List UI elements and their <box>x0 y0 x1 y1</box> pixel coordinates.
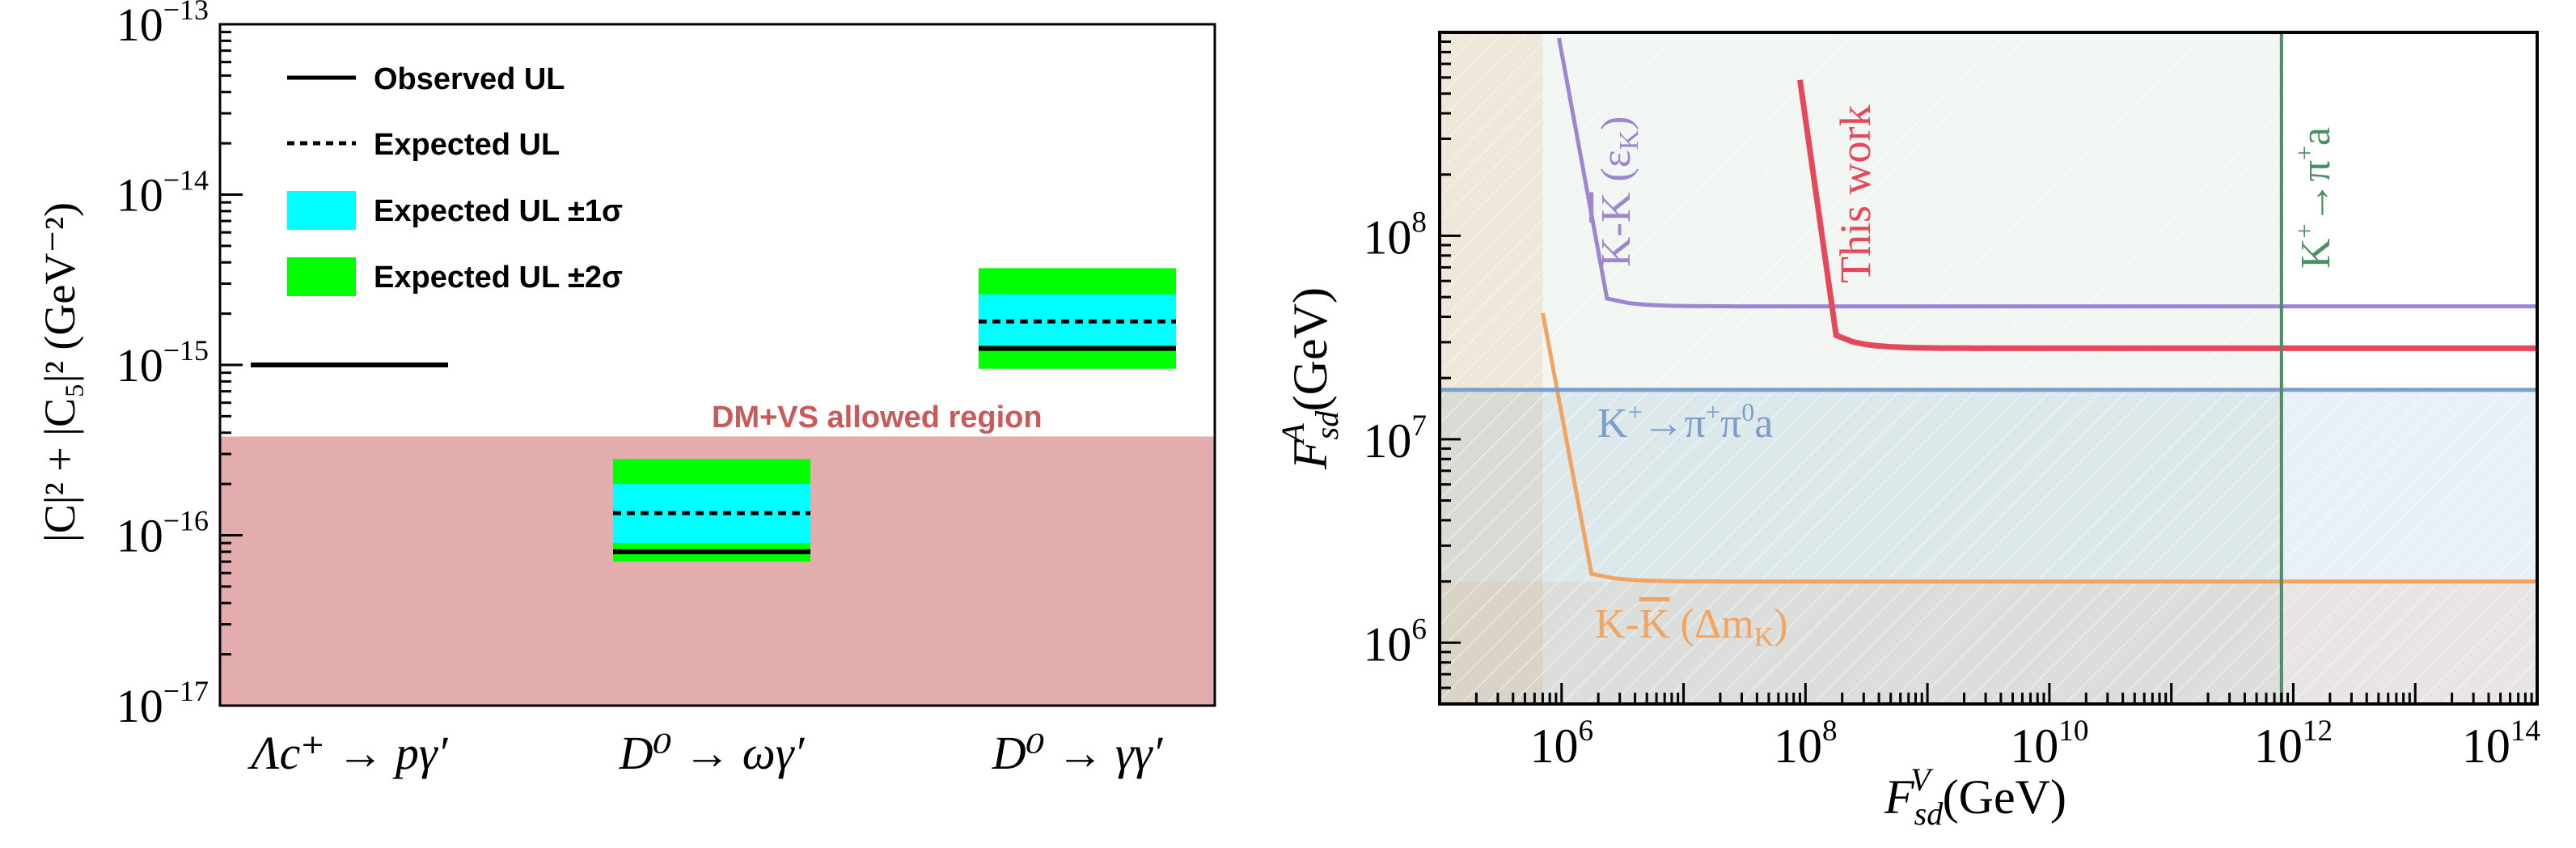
legend-band1-swatch <box>287 191 356 230</box>
left-chart: 10−13 10−14 10−15 10−16 10−17 DM+VS allowed … <box>36 0 1216 779</box>
right-x-axis-label: FsdV (GeV) <box>1884 761 2066 832</box>
right-x-tick-label: 1010 <box>2010 714 2088 773</box>
left-plot-border <box>218 23 1216 707</box>
category-label-d0-gamma: D⁰ → γγ′ <box>992 727 1164 779</box>
category-label-d0-omega: D⁰ → ωγ′ <box>619 727 806 779</box>
left-y-tick-label: 10−17 <box>116 675 209 732</box>
right-chart: 106 108 1010 1012 1014 106 107 108 K-K (εK) Thi… <box>1275 31 2541 832</box>
dmk-label: K-K (ΔmK) <box>1595 601 1788 652</box>
right-y-tick-label: 106 <box>1363 613 1427 671</box>
this-work-curve <box>1797 79 2537 351</box>
left-y-tick-label: 10−13 <box>116 0 209 51</box>
right-x-tick-label: 1014 <box>2462 714 2541 773</box>
this-work-label: This work <box>1831 105 1880 283</box>
k-pi-pi0-a-label: K+→π+π0a <box>1597 397 1773 447</box>
hatch-overlay <box>1440 32 2537 704</box>
right-x-tick-label: 106 <box>1529 714 1593 773</box>
legend-band1-label: Expected UL ±1σ <box>374 194 623 228</box>
right-y-tick-label: 107 <box>1363 409 1427 468</box>
left-y-axis-label: |C|² + |C₅|² (GeV⁻²) <box>36 202 84 542</box>
category-label-lambdac: Λc⁺ → pγ′ <box>247 727 449 779</box>
right-y-axis-label: FsdA (GeV) <box>1275 287 1345 470</box>
legend-band2-label: Expected UL ±2σ <box>374 261 623 295</box>
allowed-region-label: DM+VS allowed region <box>712 401 1043 435</box>
left-y-tick-label: 10−15 <box>116 334 209 392</box>
right-x-tick-label: 1012 <box>2254 714 2333 773</box>
right-y-tick-label: 108 <box>1363 206 1427 264</box>
left-data-marks <box>251 268 1176 562</box>
k-pi-a-label: K+→π+a <box>2290 127 2339 269</box>
left-y-tick-label: 10−16 <box>116 504 209 562</box>
right-curves <box>1440 32 2537 704</box>
left-y-tick-label: 10−14 <box>116 163 209 221</box>
left-legend: Observed UL Expected UL Expected UL ±1σ … <box>287 62 623 296</box>
legend-expected-label: Expected UL <box>374 128 560 162</box>
legend-band2-swatch <box>287 257 356 296</box>
left-x-categories: Λc⁺ → pγ′ D⁰ → ωγ′ D⁰ → γγ′ <box>247 727 1164 779</box>
right-x-tick-label: 108 <box>1774 714 1838 773</box>
dmk-curve <box>1541 312 2537 584</box>
right-plot-border <box>1438 31 2539 706</box>
left-y-ticks: 10−13 10−14 10−15 10−16 10−17 <box>116 0 243 732</box>
right-ticks: 106 108 1010 1012 1014 106 107 108 <box>1363 31 2541 773</box>
legend-observed-label: Observed UL <box>374 62 565 96</box>
eps-k-curve <box>1557 37 2537 309</box>
eps-k-label: K-K (εK) <box>1593 117 1644 267</box>
